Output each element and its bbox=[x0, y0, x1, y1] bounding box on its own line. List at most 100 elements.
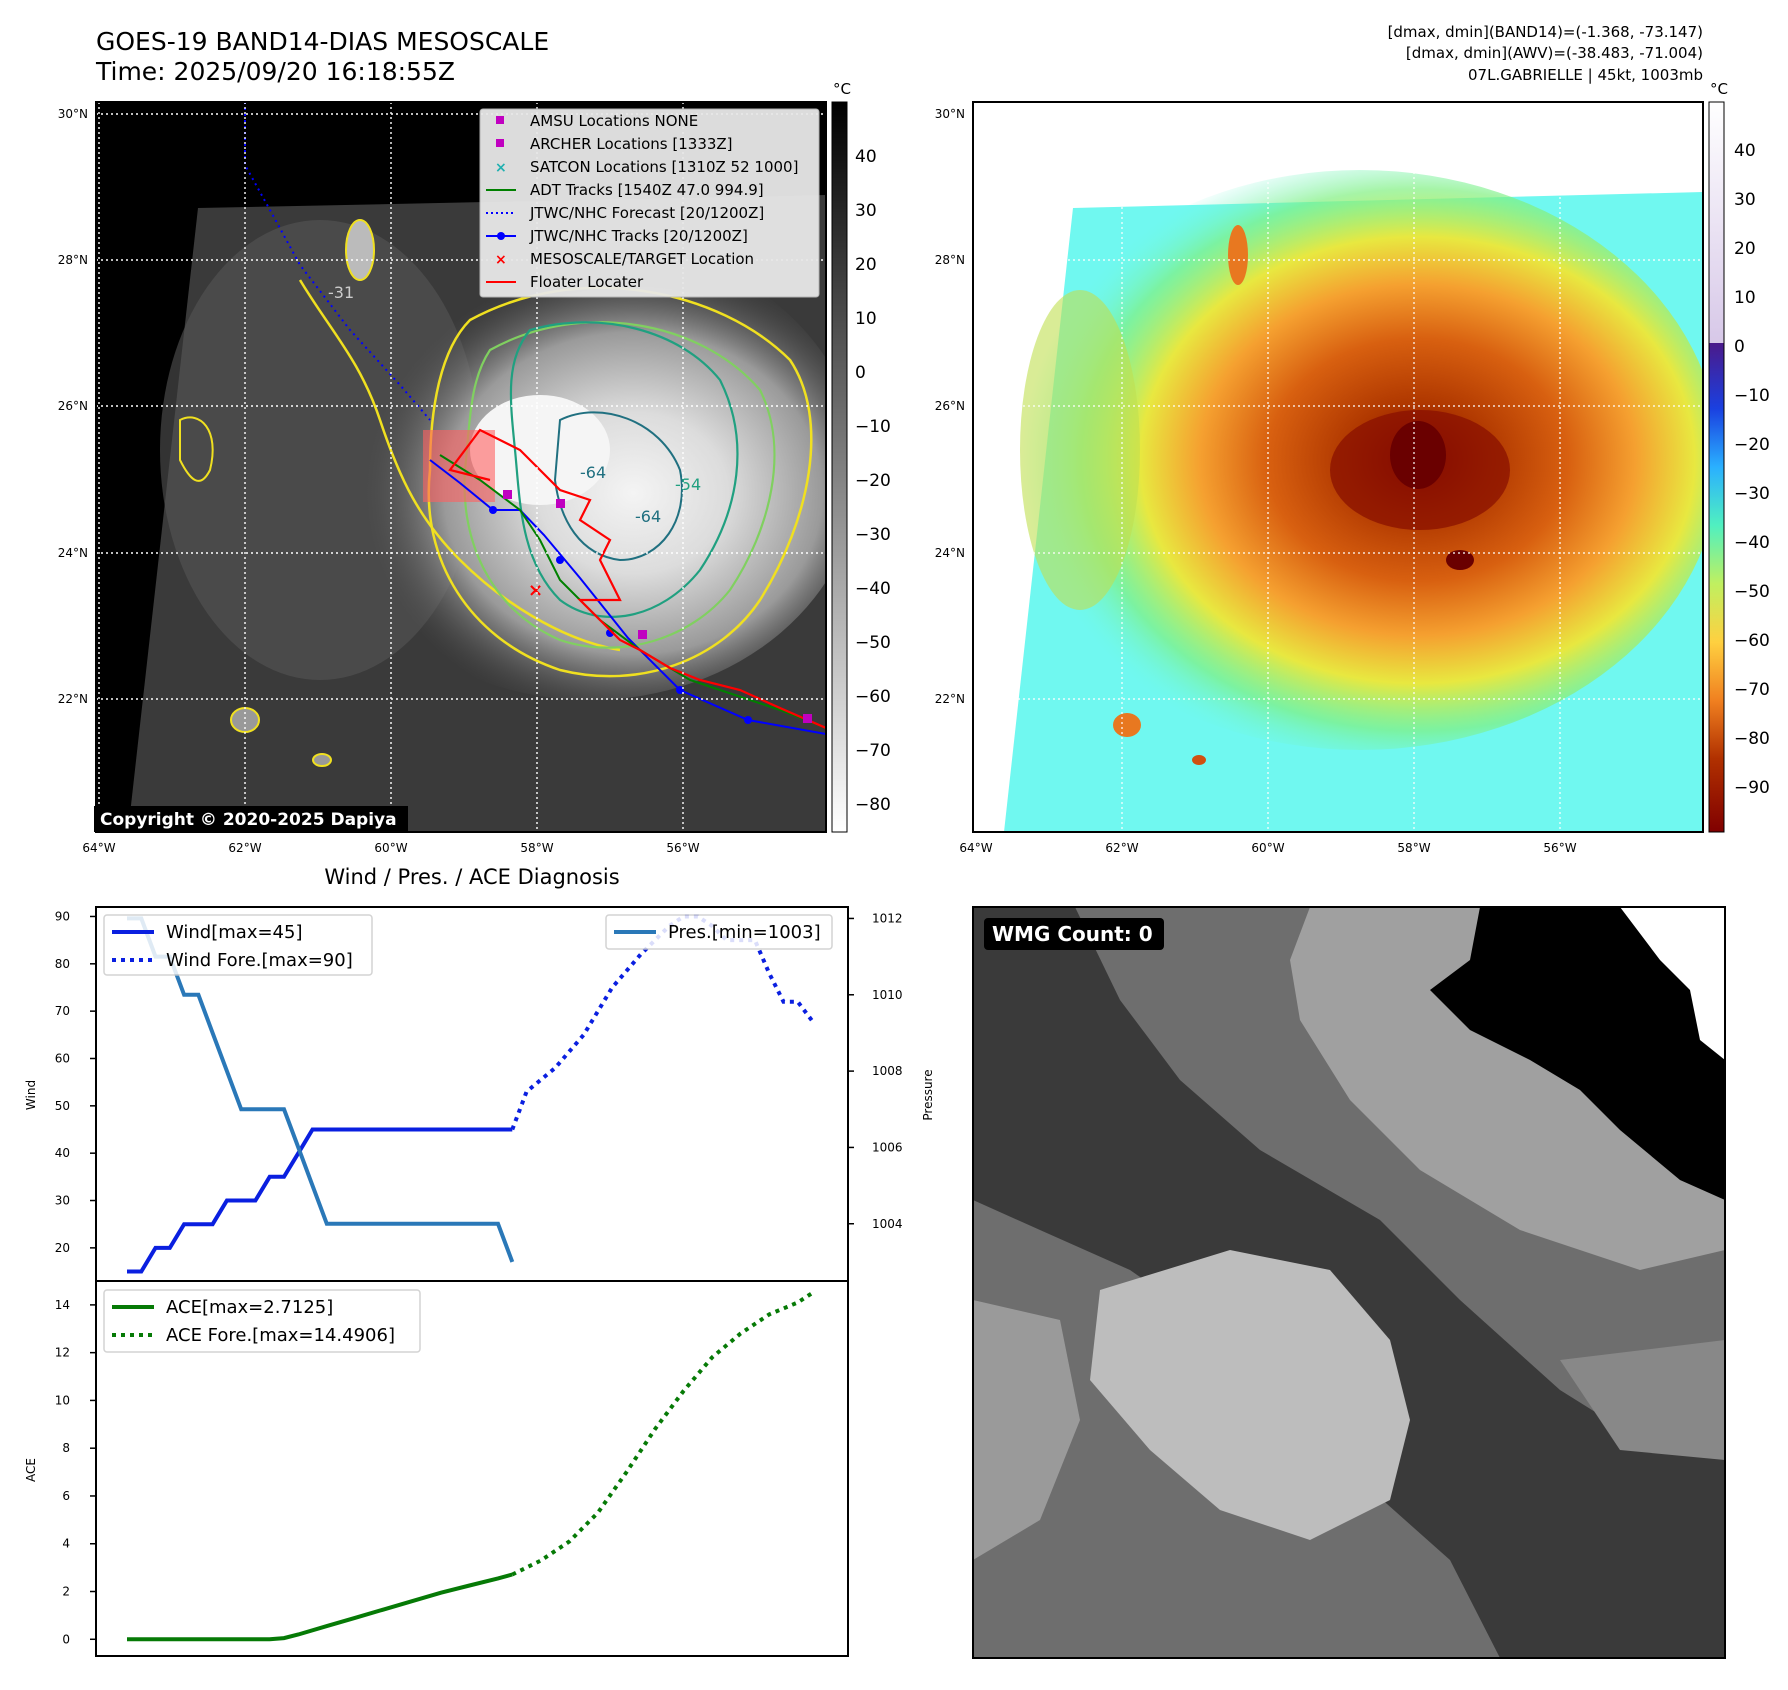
svg-text:0: 0 bbox=[855, 363, 866, 383]
legend-label: SATCON Locations [1310Z 52 1000] bbox=[530, 158, 798, 176]
svg-text:−50: −50 bbox=[855, 633, 891, 653]
ace-legend: ACE[max=2.7125] ACE Fore.[max=14.4906] bbox=[103, 1289, 421, 1353]
svg-text:20: 20 bbox=[1734, 239, 1756, 259]
svg-text:56°W: 56°W bbox=[1543, 841, 1576, 855]
svg-text:28°N: 28°N bbox=[935, 253, 965, 267]
awv-colorbar: °C 40 30 20 10 0 −10 −20 −30 −40 −50 −60… bbox=[1708, 80, 1770, 833]
right-lon-labels: 64°W 62°W 60°W 58°W 56°W bbox=[959, 841, 1576, 855]
right-lat-labels: 30°N 28°N 26°N 24°N 22°N bbox=[935, 107, 965, 706]
legend-label: ADT Tracks [1540Z 47.0 994.9] bbox=[530, 181, 764, 199]
copyright-box bbox=[94, 806, 408, 832]
svg-text:20: 20 bbox=[855, 255, 877, 275]
best-track bbox=[429, 459, 826, 735]
legend-wind: Wind[max=45] bbox=[166, 922, 303, 943]
ytick-label: 40 bbox=[55, 1146, 70, 1160]
svg-text:60°W: 60°W bbox=[1251, 841, 1284, 855]
svg-text:58°W: 58°W bbox=[520, 841, 553, 855]
map-legend: AMSU Locations NONE ARCHER Locations [13… bbox=[479, 108, 820, 298]
svg-text:64°W: 64°W bbox=[959, 841, 992, 855]
right-gridlines bbox=[973, 102, 1703, 832]
svg-text:−30: −30 bbox=[1734, 484, 1770, 504]
ace-marks bbox=[127, 1291, 814, 1642]
svg-text:−90: −90 bbox=[1734, 778, 1770, 798]
ytick-label: 70 bbox=[55, 1004, 70, 1018]
svg-text:24°N: 24°N bbox=[58, 546, 88, 560]
legend-item-target: × MESOSCALE/TARGET Location bbox=[495, 250, 754, 268]
svg-text:30°N: 30°N bbox=[58, 107, 88, 121]
archer-points bbox=[503, 490, 812, 723]
legend-item-amsu: AMSU Locations NONE bbox=[496, 112, 698, 130]
series-line-pres-min- bbox=[127, 916, 515, 1263]
svg-text:−10: −10 bbox=[1734, 386, 1770, 406]
legend-box bbox=[479, 108, 820, 298]
wind-pressure-chart: 90 80 70 60 50 40 30 20 1012 1010 1008 1006 1004 Wi… bbox=[24, 906, 935, 1282]
svg-text:−40: −40 bbox=[855, 579, 891, 599]
ytick-label: 12 bbox=[55, 1346, 70, 1360]
ytick-label: 80 bbox=[55, 957, 70, 971]
svg-text:60°W: 60°W bbox=[374, 841, 407, 855]
figure-title: GOES-19 BAND14-DIAS MESOSCALE bbox=[96, 27, 549, 56]
svg-text:−20: −20 bbox=[1734, 435, 1770, 455]
wind-yticks: 90 80 70 60 50 40 30 20 bbox=[55, 909, 96, 1255]
pressure-yticks: 1012 1010 1008 1006 1004 bbox=[848, 911, 903, 1231]
pressure-axis-label: Pressure bbox=[921, 1069, 935, 1120]
ytick-label: 14 bbox=[55, 1298, 70, 1312]
y2tick-label: 1010 bbox=[872, 988, 903, 1002]
contour-dark-teal bbox=[553, 411, 683, 562]
left-lat-labels: 30°N 28°N 26°N 24°N 22°N bbox=[58, 107, 88, 706]
legend-label: Floater Locater bbox=[530, 273, 644, 291]
ace-chart: 14 12 10 8 6 4 2 0 ACE ACE[max=2.7125] ACE Fore… bbox=[24, 1280, 849, 1657]
left-lon-labels: 64°W 62°W 60°W 58°W 56°W bbox=[82, 841, 699, 855]
legend-item-archer: ARCHER Locations [1333Z] bbox=[496, 135, 733, 153]
ytick-label: 20 bbox=[55, 1241, 70, 1255]
contour-label-3: -54 bbox=[675, 475, 701, 494]
svg-text:−30: −30 bbox=[855, 525, 891, 545]
svg-text:0: 0 bbox=[1734, 337, 1745, 357]
legend-wind-fore: Wind Fore.[max=90] bbox=[166, 950, 353, 971]
svg-text:40: 40 bbox=[855, 147, 877, 167]
colorbar-unit: °C bbox=[833, 80, 851, 98]
storm-info: 07L.GABRIELLE | 45kt, 1003mb bbox=[1468, 66, 1703, 84]
contour-label-2: -64 bbox=[580, 463, 606, 482]
svg-text:30: 30 bbox=[1734, 190, 1756, 210]
svg-text:56°W: 56°W bbox=[666, 841, 699, 855]
mesoscale-target-marker: × bbox=[528, 580, 543, 601]
svg-text:−70: −70 bbox=[855, 741, 891, 761]
ytick-label: 10 bbox=[55, 1393, 70, 1407]
legend-ace-fore: ACE Fore.[max=14.4906] bbox=[166, 1325, 395, 1346]
contour-teal bbox=[509, 321, 739, 618]
wind-pressure-marks bbox=[127, 914, 814, 1274]
y2tick-label: 1012 bbox=[872, 911, 903, 925]
y2tick-label: 1006 bbox=[872, 1140, 903, 1154]
legend-ace: ACE[max=2.7125] bbox=[166, 1297, 333, 1318]
svg-text:58°W: 58°W bbox=[1397, 841, 1430, 855]
ace-yticks: 14 12 10 8 6 4 2 0 bbox=[55, 1298, 96, 1646]
svg-text:28°N: 28°N bbox=[58, 253, 88, 267]
dmax-awv: [dmax, dmin](AWV)=(-38.483, -71.004) bbox=[1406, 44, 1703, 62]
svg-text:−50: −50 bbox=[1734, 582, 1770, 602]
legend-item-tracks: JTWC/NHC Tracks [20/1200Z] bbox=[486, 227, 748, 245]
svg-text:−60: −60 bbox=[1734, 631, 1770, 651]
legend-pressure: Pres.[min=1003] bbox=[668, 922, 821, 943]
svg-text:−20: −20 bbox=[855, 471, 891, 491]
legend-label: JTWC/NHC Tracks [20/1200Z] bbox=[529, 227, 748, 245]
wind-axis-label: Wind bbox=[24, 1080, 38, 1110]
svg-text:30°N: 30°N bbox=[935, 107, 965, 121]
svg-text:−80: −80 bbox=[855, 795, 891, 815]
legend-label: AMSU Locations NONE bbox=[530, 112, 698, 130]
svg-text:22°N: 22°N bbox=[58, 692, 88, 706]
wmg-panel: WMG Count: 0 bbox=[972, 906, 1726, 1659]
svg-text:22°N: 22°N bbox=[935, 692, 965, 706]
svg-text:64°W: 64°W bbox=[82, 841, 115, 855]
y2tick-label: 1008 bbox=[872, 1064, 903, 1078]
square-marker-icon bbox=[496, 139, 504, 147]
ytick-label: 30 bbox=[55, 1194, 70, 1208]
ytick-label: 60 bbox=[55, 1051, 70, 1065]
ytick-label: 90 bbox=[55, 909, 70, 923]
svg-text:−70: −70 bbox=[1734, 680, 1770, 700]
legend-item-satcon: × SATCON Locations [1310Z 52 1000] bbox=[495, 158, 798, 176]
wmg-count-box bbox=[984, 918, 1164, 950]
y2tick-label: 1004 bbox=[872, 1217, 903, 1231]
contour-label-4: -64 bbox=[635, 507, 661, 526]
wmg-image bbox=[973, 907, 1725, 1658]
